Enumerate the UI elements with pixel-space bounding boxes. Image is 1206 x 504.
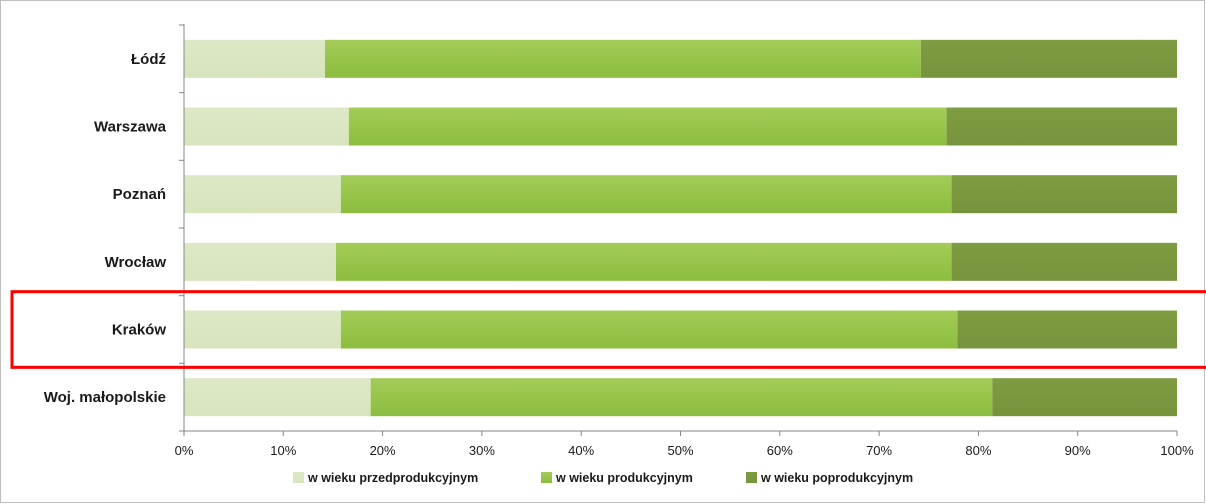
x-tick-label-10: 10% [270, 443, 296, 458]
highlight-box-krakow [10, 290, 1206, 369]
bar-lodz-w-wieku-przedprodukcyjnym [184, 39, 326, 78]
x-tick-label-0: 0% [175, 443, 194, 458]
legend-label-w-wieku-poprodukcyjnym: w wieku poprodukcyjnym [760, 471, 913, 485]
x-tick-label-40: 40% [568, 443, 594, 458]
category-label-wroclaw: Wrocław [105, 254, 167, 271]
bar-woj-malopolskie-w-wieku-produkcyjnym [370, 378, 993, 417]
x-tick-label-90: 90% [1065, 443, 1091, 458]
x-tick-label-80: 80% [965, 443, 991, 458]
category-label-poznan: Poznań [113, 186, 166, 203]
bar-krakow-w-wieku-poprodukcyjnym [957, 310, 1177, 349]
x-tick-label-60: 60% [767, 443, 793, 458]
bar-wroclaw-w-wieku-przedprodukcyjnym [184, 242, 336, 281]
category-label-lodz: Łódź [131, 51, 166, 68]
bar-krakow-w-wieku-przedprodukcyjnym [184, 310, 341, 349]
x-tick-label-50: 50% [667, 443, 693, 458]
legend-label-w-wieku-przedprodukcyjnym: w wieku przedprodukcyjnym [307, 471, 478, 485]
legend-swatch-w-wieku-produkcyjnym [541, 472, 552, 483]
legend-swatch-w-wieku-poprodukcyjnym [746, 472, 757, 483]
x-tick-label-70: 70% [866, 443, 892, 458]
bar-warszawa-w-wieku-produkcyjnym [348, 107, 947, 146]
bar-poznan-w-wieku-poprodukcyjnym [951, 175, 1177, 214]
bar-warszawa-w-wieku-przedprodukcyjnym [184, 107, 349, 146]
legend-swatch-w-wieku-przedprodukcyjnym [293, 472, 304, 483]
bar-wroclaw-w-wieku-poprodukcyjnym [951, 242, 1177, 281]
bar-poznan-w-wieku-przedprodukcyjnym [184, 175, 341, 214]
bar-lodz-w-wieku-produkcyjnym [325, 39, 921, 78]
bar-poznan-w-wieku-produkcyjnym [340, 175, 952, 214]
bar-warszawa-w-wieku-poprodukcyjnym [946, 107, 1177, 146]
bar-krakow-w-wieku-produkcyjnym [340, 310, 958, 349]
bars-group [184, 39, 1177, 417]
category-label-woj-malopolskie: Woj. małopolskie [44, 389, 166, 406]
x-tick-label-100: 100% [1160, 443, 1194, 458]
bar-woj-malopolskie-w-wieku-przedprodukcyjnym [184, 378, 371, 417]
x-tick-label-30: 30% [469, 443, 495, 458]
legend-label-w-wieku-produkcyjnym: w wieku produkcyjnym [555, 471, 693, 485]
bar-woj-malopolskie-w-wieku-poprodukcyjnym [992, 378, 1177, 417]
category-label-warszawa: Warszawa [94, 119, 167, 136]
bar-wroclaw-w-wieku-produkcyjnym [335, 242, 952, 281]
bar-lodz-w-wieku-poprodukcyjnym [920, 39, 1177, 78]
category-label-krakow: Kraków [112, 322, 167, 339]
x-tick-label-20: 20% [370, 443, 396, 458]
